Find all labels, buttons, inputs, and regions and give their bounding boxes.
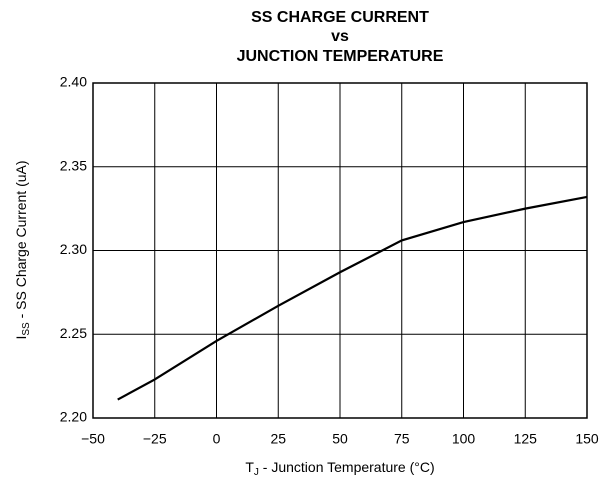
y-label-part: - SS Charge Current (uA) xyxy=(13,160,29,322)
chart-title: vs xyxy=(331,28,349,45)
y-label-part: I xyxy=(13,336,29,340)
chart-title: JUNCTION TEMPERATURE xyxy=(237,48,444,65)
x-tick-label: 75 xyxy=(394,431,410,447)
line xyxy=(117,195,588,401)
x-tick-label: 0 xyxy=(213,431,221,447)
x-tick-label: −50 xyxy=(81,431,105,447)
x-tick-label: 50 xyxy=(332,431,348,447)
chart-title: SS CHARGE CURRENT xyxy=(251,9,429,26)
x-label-sub: J xyxy=(254,467,259,478)
y-tick-label: 2.30 xyxy=(60,241,87,257)
y-tick-label: 2.20 xyxy=(60,409,87,425)
x-tick-label: 100 xyxy=(452,431,476,447)
plot-frame xyxy=(92,82,588,419)
x-label-part: - Junction Temperature (°C) xyxy=(259,459,435,475)
y-axis-label: ISS - SS Charge Current (uA) xyxy=(13,160,32,339)
x-tick-label: −25 xyxy=(143,431,167,447)
x-tick-label: 125 xyxy=(514,431,538,447)
x-axis-label: TJ - Junction Temperature (°C) xyxy=(245,459,434,478)
y-tick-label: 2.25 xyxy=(60,325,87,341)
x-tick-label: 150 xyxy=(575,431,599,447)
x-label-part: T xyxy=(245,459,254,475)
x-tick-label: 25 xyxy=(270,431,286,447)
y-label-sub: SS xyxy=(21,322,32,336)
y-tick-label: 2.35 xyxy=(60,157,87,173)
y-tick-label: 2.40 xyxy=(60,74,87,90)
